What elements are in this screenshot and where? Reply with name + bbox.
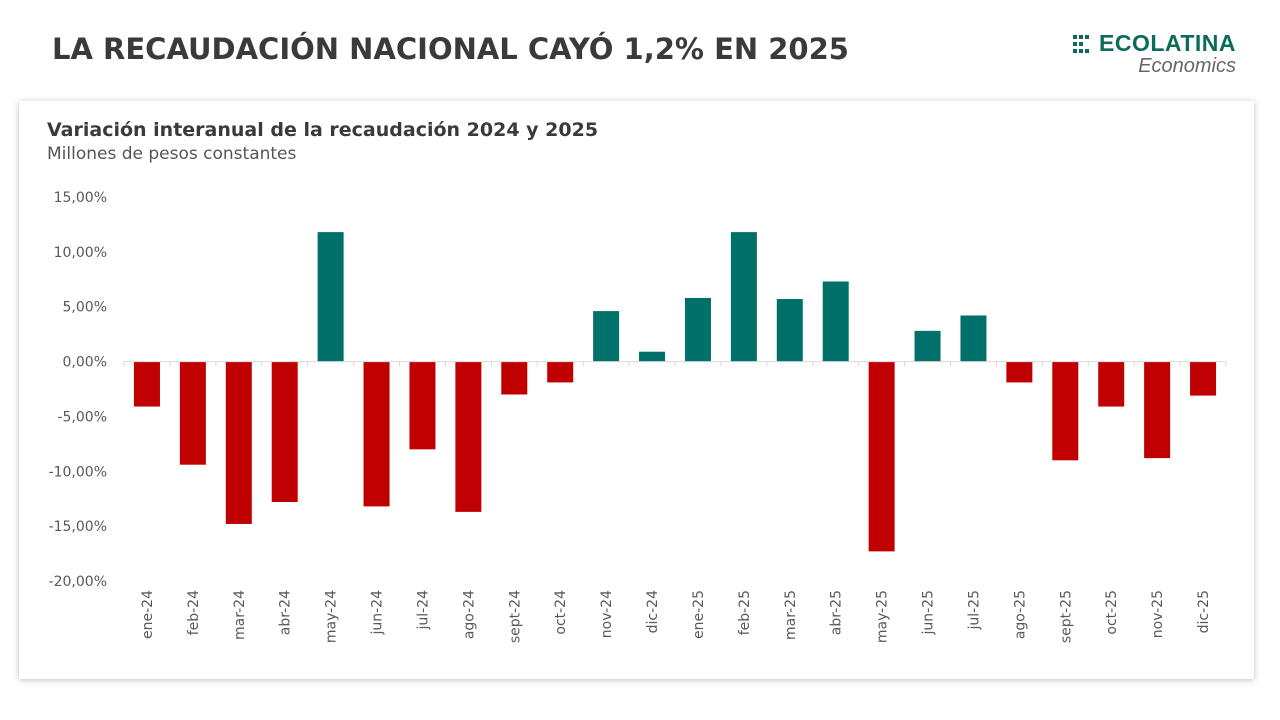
x-tick-label: jul-25 [966, 590, 982, 631]
bar [501, 361, 528, 395]
bar [914, 330, 941, 362]
bar [409, 361, 436, 450]
y-tick-label: -5,00% [57, 409, 107, 425]
y-tick-label: 0,00% [63, 355, 107, 371]
bar [455, 361, 482, 512]
bar [868, 361, 895, 552]
y-tick-label: 15,00% [54, 190, 107, 206]
x-tick-label: oct-24 [553, 590, 569, 635]
bar [271, 361, 298, 503]
bar [960, 315, 987, 362]
bar [1006, 361, 1033, 383]
x-tick-label: mar-24 [232, 590, 248, 640]
logo-subtext: Economics [1138, 55, 1236, 77]
bar [1144, 361, 1171, 459]
bar [776, 299, 803, 362]
x-tick-label: feb-24 [186, 590, 202, 635]
x-tick-label: dic-24 [645, 590, 661, 633]
x-tick-label: ago-25 [1012, 590, 1028, 639]
x-tick-label: may-25 [875, 590, 891, 643]
bar [133, 361, 160, 407]
logo-text: ECOLATINA [1099, 30, 1236, 56]
x-tick-label: nov-25 [1150, 590, 1166, 638]
y-tick-label: 10,00% [54, 245, 107, 261]
x-tick-label: ene-24 [140, 590, 156, 639]
x-tick-label: ene-25 [691, 590, 707, 639]
bar [593, 311, 620, 362]
bar [684, 297, 711, 362]
bar [1190, 361, 1217, 396]
bar [547, 361, 574, 383]
x-tick-label: may-24 [324, 590, 340, 643]
x-tick-label: jun-24 [370, 590, 386, 636]
logo-grid-icon [1073, 34, 1090, 53]
x-tick-label: feb-25 [737, 590, 753, 635]
x-tick-label: dic-25 [1196, 590, 1212, 633]
page-title: LA RECAUDACIÓN NACIONAL CAYÓ 1,2% EN 202… [52, 32, 849, 66]
x-tick-label: jul-24 [415, 590, 431, 631]
x-tick-label: sept-24 [507, 590, 523, 643]
bar [179, 361, 206, 465]
bar [730, 232, 757, 362]
x-tick-label: jun-25 [921, 590, 937, 636]
y-tick-label: -15,00% [49, 519, 107, 535]
bar [1098, 361, 1125, 407]
bar [822, 281, 849, 362]
y-tick-label: 5,00% [63, 300, 107, 316]
x-tick-label: abr-25 [829, 590, 845, 635]
bar [1052, 361, 1079, 461]
bar [363, 361, 390, 507]
chart-title: Variación interanual de la recaudación 2… [47, 119, 599, 141]
chart-card: Variación interanual de la recaudación 2… [19, 101, 1254, 679]
x-tick-label: ago-24 [461, 590, 477, 639]
x-tick-label: mar-25 [783, 590, 799, 640]
x-tick-label: nov-24 [599, 590, 615, 638]
y-tick-label: -20,00% [49, 574, 107, 590]
bar [317, 232, 344, 362]
x-tick-label: oct-25 [1104, 590, 1120, 635]
bar [639, 351, 666, 362]
x-tick-label: sept-25 [1058, 590, 1074, 643]
logo: ECOLATINA Economics [1073, 30, 1236, 78]
x-tick-label: abr-24 [278, 590, 294, 635]
chart-subtitle: Millones de pesos constantes [47, 144, 297, 164]
y-tick-label: -10,00% [49, 464, 107, 480]
bar [225, 361, 252, 524]
